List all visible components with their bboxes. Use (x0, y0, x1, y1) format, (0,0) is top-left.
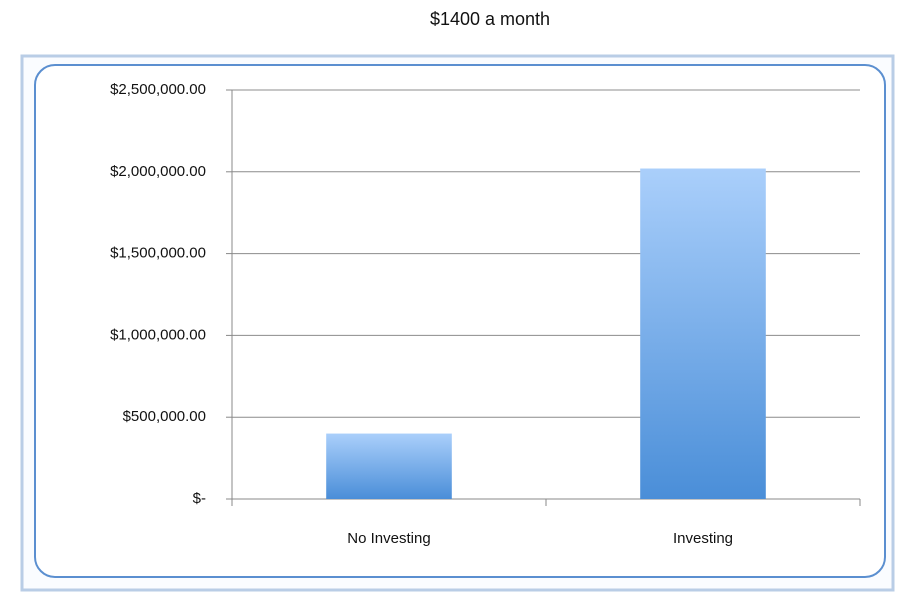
plot-area: $- $500,000.00 $1,000,000.00 $1,500,000.00 $… (110, 81, 861, 547)
y-tick-label: $- (193, 490, 206, 507)
y-tick-label: $1,500,000.00 (110, 245, 206, 262)
x-tick-label: No Investing (347, 530, 430, 547)
y-tick-label: $500,000.00 (123, 408, 206, 425)
x-tick-label: Investing (673, 530, 733, 547)
y-tick-label: $2,500,000.00 (110, 81, 206, 98)
bar (326, 433, 452, 499)
y-tick-label: $1,000,000.00 (110, 326, 206, 343)
chart-title: $1400 a month (430, 9, 550, 29)
bar (640, 168, 766, 499)
y-tick-label: $2,000,000.00 (110, 163, 206, 180)
